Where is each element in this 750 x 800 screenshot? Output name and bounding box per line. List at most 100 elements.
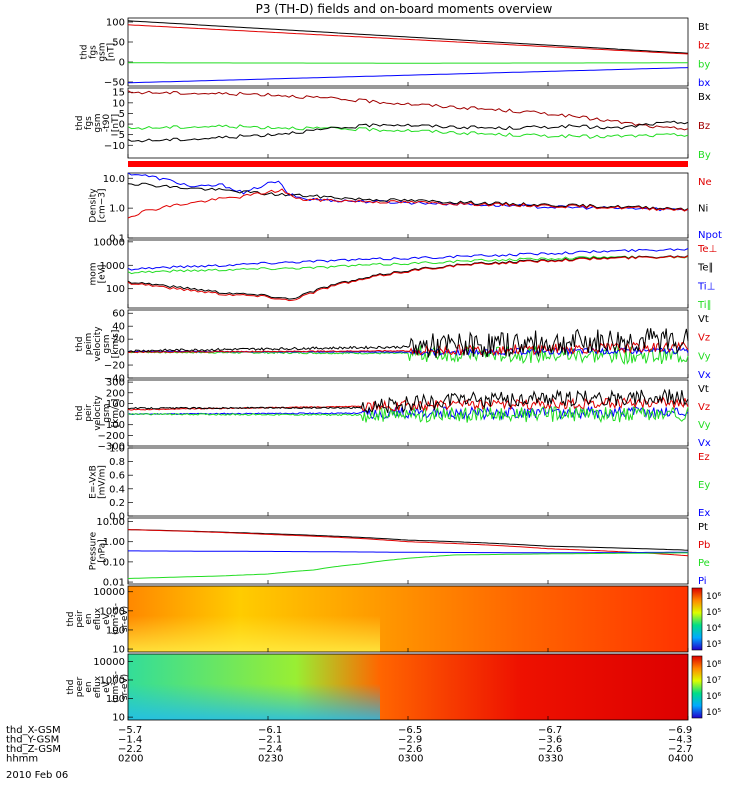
y-tick-label: 0.10 — [103, 557, 125, 568]
panel-density: 10.0 1.0 0.1 Density [cm−3] Ne Ni Npot — [89, 172, 722, 245]
y-axis-label: eV — [102, 612, 112, 625]
y-axis-label: [nT] — [107, 43, 117, 61]
panel-frame — [127, 239, 689, 309]
legend-entry: by — [698, 59, 710, 70]
legend-entry: Vx — [698, 438, 711, 449]
y-axis-label: -t90 — [102, 114, 112, 133]
ephemeris-value: −2.2 — [118, 744, 142, 755]
y-tick-label: 20 — [112, 335, 125, 346]
legend-entry: Pi — [698, 576, 707, 587]
y-tick-label: 1000 — [100, 606, 125, 617]
ephemeris-value: −1.4 — [118, 735, 142, 746]
y-tick-label: −20 — [104, 361, 125, 372]
ephemeris-value: 0230 — [258, 754, 283, 765]
series-pb-line — [127, 529, 689, 557]
series-ne-line — [127, 188, 689, 219]
colorbar-peer_spec — [691, 655, 703, 719]
legend-entry: Ex — [698, 508, 710, 519]
panel-frame — [127, 87, 689, 159]
y-axis-label: gsm — [93, 113, 103, 132]
y-tick-label: 10 — [112, 98, 125, 109]
legend-entry: Vy — [698, 420, 711, 431]
panel-frame — [127, 447, 689, 517]
y-tick-label: 0.8 — [109, 457, 125, 468]
series-vx-line — [127, 405, 689, 421]
y-axis-label: [eV] — [98, 265, 108, 284]
series-vy-line — [127, 405, 689, 424]
y-axis-label: en — [84, 613, 94, 624]
y-tick-label: 0.1 — [109, 234, 125, 245]
ephemeris-value: −6.7 — [538, 725, 562, 736]
y-axis-label: gsm — [102, 334, 112, 353]
y-tick-label: 100 — [106, 694, 125, 705]
spectrogram-low-band — [128, 615, 380, 652]
y-axis-label: (cm²-s- — [111, 603, 121, 635]
y-tick-label: 0.6 — [109, 471, 125, 482]
y-tick-label: 10.00 — [96, 517, 125, 528]
y-axis-label: thd — [66, 680, 76, 695]
legend-entry: Pt — [698, 522, 708, 533]
y-tick-label: 1.0 — [109, 204, 125, 215]
y-tick-label: 10000 — [93, 587, 125, 598]
colorbar-tick-label: 10⁵ — [706, 708, 721, 718]
y-tick-label: −300 — [98, 442, 125, 453]
series-bx-line — [127, 120, 689, 143]
y-axis-label: Pressure — [89, 531, 99, 570]
y-tick-label: 10 — [112, 713, 125, 724]
legend-entry: Bz — [698, 121, 710, 132]
ephemeris-value: 0200 — [118, 754, 143, 765]
y-tick-label: 1000 — [100, 675, 125, 686]
series-vy-line — [127, 345, 689, 365]
y-axis-label: sr-eV) — [120, 606, 130, 632]
y-axis-label: eflux — [93, 607, 103, 630]
legend-entry: Ey — [698, 480, 710, 491]
colorbar-peir_spec — [691, 587, 703, 651]
ephemeris-label: thd_X-GSM — [6, 725, 61, 736]
series-bx-line — [127, 67, 689, 84]
y-axis-label: thd — [80, 45, 90, 60]
panel-frame — [127, 172, 689, 239]
y-tick-label: 200 — [106, 388, 125, 399]
series-bz-line — [127, 24, 689, 55]
legend-entry: bz — [698, 41, 710, 52]
y-tick-label: 10.0 — [103, 174, 125, 185]
colorbar-tick-label: 10³ — [706, 640, 721, 650]
mode-bar — [128, 161, 688, 167]
y-axis-label: gsm — [102, 403, 112, 422]
colorbar-tick-label: 10⁸ — [706, 660, 721, 670]
legend-entry: Ez — [698, 452, 710, 463]
y-axis-label: eflux — [93, 675, 103, 698]
y-axis-label: fgs — [84, 116, 94, 130]
y-axis-label: peir — [84, 404, 94, 422]
series-pi-line — [128, 550, 688, 554]
panel-frame — [127, 17, 689, 87]
series-bz-line — [127, 90, 689, 131]
legend-entry: Te∥ — [697, 263, 714, 274]
y-tick-label: −40 — [104, 374, 125, 385]
y-tick-label: 10000 — [93, 657, 125, 668]
y-axis-label: [km/s] — [111, 399, 121, 428]
ephemeris-label: thd_Y-GSM — [6, 735, 59, 746]
legend-entry: Ni — [698, 204, 708, 215]
y-tick-label: −5 — [110, 130, 125, 141]
y-axis-label: mom — [89, 262, 99, 285]
legend-entry: Ti∥ — [697, 300, 712, 311]
panel-temperature: 10000 1000 100 mom [eV] Te⊥ Te∥ Ti⊥ Ti∥ — [89, 237, 718, 311]
series-pe-line — [127, 552, 688, 579]
y-axis-label: fgs — [89, 45, 99, 59]
y-axis-label: peim — [84, 333, 94, 356]
y-tick-label: 300 — [106, 378, 125, 389]
colorbar-tick-label: 10⁷ — [706, 676, 721, 686]
plot-date: 2010 Feb 06 — [6, 770, 68, 781]
y-tick-label: 0.0 — [109, 512, 125, 523]
series-by-line — [127, 124, 689, 139]
legend-entry: Vz — [698, 333, 710, 344]
y-tick-label: 100 — [106, 625, 125, 636]
y-axis-label: gsm — [98, 42, 108, 61]
series-ti-line — [127, 255, 689, 275]
panel-fgs: 100 50 0 −50 thd fgs gsm [nT] Bt bz by bx — [80, 18, 711, 90]
panel-frame — [127, 379, 689, 447]
